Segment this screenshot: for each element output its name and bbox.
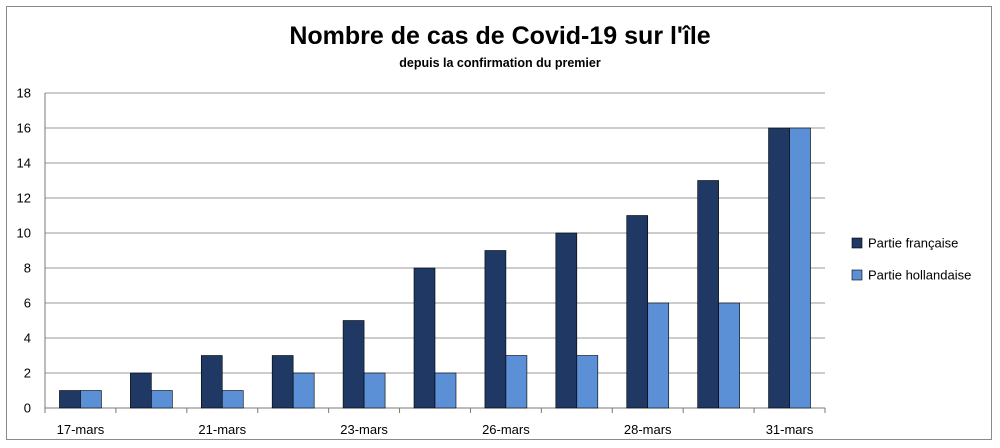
y-tick-label: 12	[17, 191, 31, 206]
bar-hollandaise	[363, 372, 386, 409]
x-tick-label: 17-mars	[57, 422, 105, 437]
bar-hollandaise	[647, 302, 670, 409]
bar-hollandaise	[789, 127, 811, 409]
bar-francaise	[271, 355, 294, 409]
y-tick-label: 14	[17, 156, 31, 171]
legend-swatch	[851, 237, 863, 249]
x-tick-label: 28-mars	[624, 422, 672, 437]
x-tick-label: 23-mars	[340, 422, 388, 437]
y-tick-label: 6	[24, 296, 31, 311]
bar-hollandaise	[292, 372, 315, 409]
y-tick-label: 16	[17, 121, 31, 136]
bar-hollandaise	[151, 390, 173, 409]
chart-title: Nombre de cas de Covid-19 sur l'île	[289, 22, 711, 50]
legend-label: Partie hollandaise	[868, 268, 971, 283]
y-tick-label: 18	[17, 86, 31, 101]
bar-francaise	[200, 355, 223, 409]
bar-francaise	[413, 267, 436, 409]
y-tick-label: 10	[17, 226, 31, 241]
y-tick-label: 4	[24, 331, 31, 346]
chart-subtitle: depuis la confirmation du premier	[399, 56, 601, 70]
bar-francaise	[555, 232, 578, 409]
bar-hollandaise	[576, 355, 599, 409]
bar-hollandaise	[718, 302, 740, 409]
bar-hollandaise	[221, 390, 244, 409]
bar-francaise	[484, 250, 507, 409]
bar-francaise	[768, 127, 790, 409]
bar-francaise	[342, 320, 365, 409]
legend-label: Partie française	[868, 236, 958, 251]
y-tick-label: 0	[24, 401, 31, 416]
bar-francaise	[626, 215, 649, 409]
x-tick-label: 26-mars	[482, 422, 530, 437]
legend-swatch	[851, 269, 863, 281]
y-tick-label: 2	[24, 366, 31, 381]
bar-francaise	[697, 180, 719, 409]
bar-hollandaise	[434, 372, 457, 409]
y-tick-label: 8	[24, 261, 31, 276]
bar-hollandaise	[505, 355, 528, 409]
bar-francaise	[130, 372, 152, 409]
bar-francaise	[59, 390, 81, 409]
bar-hollandaise	[80, 390, 102, 409]
x-tick-label: 31-mars	[766, 422, 814, 437]
x-tick-label: 21-mars	[198, 422, 246, 437]
